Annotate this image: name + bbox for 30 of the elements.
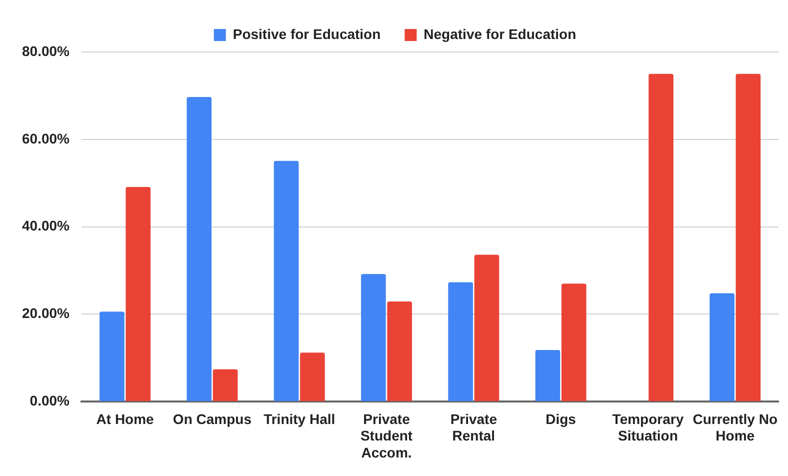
bar xyxy=(561,284,586,402)
x-tick-label: Currently No Home xyxy=(692,410,778,444)
x-tick-label: Private Rental xyxy=(450,410,498,444)
x-tick-label: At Home xyxy=(96,410,154,427)
y-tick-label: 60.00% xyxy=(22,130,70,146)
x-tick-label: Temporary Situation xyxy=(612,410,684,444)
legend-label: Positive for Education xyxy=(232,26,381,42)
bar xyxy=(100,312,124,402)
bar xyxy=(710,293,734,402)
bar xyxy=(274,160,299,402)
bar xyxy=(648,74,674,402)
bar xyxy=(186,97,212,402)
bar xyxy=(474,254,500,402)
bar xyxy=(212,369,238,402)
y-tick-label: 80.00% xyxy=(22,42,70,59)
x-tick-label: Trinity Hall xyxy=(264,410,336,427)
legend-label: Negative for Education xyxy=(424,26,576,42)
bar xyxy=(126,187,151,402)
y-tick-label: 40.00% xyxy=(22,218,70,234)
x-tick-label: Private Student Accom. xyxy=(360,410,413,460)
bar xyxy=(387,302,412,402)
y-tick-label: 20.00% xyxy=(22,305,70,322)
bar xyxy=(535,350,560,402)
bar xyxy=(448,282,474,402)
x-tick-label: Digs xyxy=(546,410,576,427)
bar xyxy=(300,352,325,402)
y-tick-label: 0.00% xyxy=(30,392,70,408)
x-tick-label: On Campus xyxy=(172,410,252,427)
bar xyxy=(361,274,386,402)
bar xyxy=(736,74,761,402)
